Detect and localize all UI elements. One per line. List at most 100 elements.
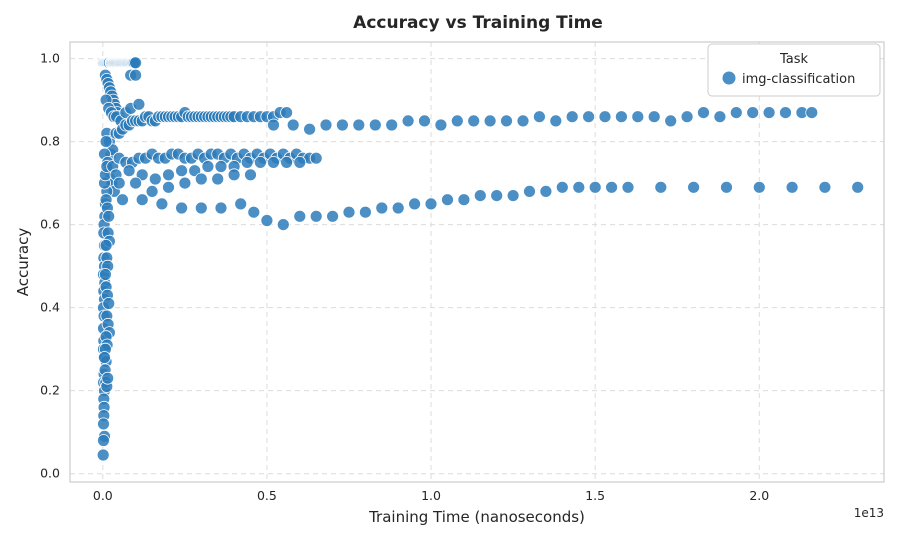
data-point [175,164,189,178]
data-point [135,193,149,207]
data-point [654,180,668,194]
data-point [408,197,422,211]
data-point [434,118,448,132]
y-tick-label: 0.6 [40,217,60,232]
y-tick-label: 0.2 [40,383,60,398]
data-point [214,160,228,173]
data-point [588,180,602,194]
data-point [155,197,169,211]
data-point [483,114,497,128]
data-point [276,218,290,232]
x-tick-label: 1.5 [585,488,605,503]
data-point [188,164,202,178]
data-point [605,180,618,194]
data-point [98,351,111,364]
data-point [214,201,228,215]
data-point [303,122,317,136]
data-point [247,205,261,219]
data-point [516,114,530,128]
data-point [194,201,208,215]
data-point [523,184,536,198]
legend: Task img-classification [707,43,881,97]
data-point [615,110,628,124]
grid-lines [70,42,884,482]
data-point [96,448,110,462]
data-point [267,118,280,132]
data-point [358,205,372,219]
data-point [253,155,267,169]
data-point [746,106,760,119]
data-point [506,189,520,203]
legend-box [707,43,881,97]
x-offset-label: 1e13 [854,506,884,520]
data-point [680,110,694,124]
data-point [122,164,136,178]
data-point [240,155,254,169]
data-point [762,106,776,119]
data-point [729,106,743,119]
data-point [145,184,159,198]
data-point [368,118,382,132]
data-point [565,110,579,124]
data-point [539,184,553,198]
y-tick-label: 0.4 [40,300,60,315]
data-point [720,180,733,194]
y-axis-label: Accuracy [14,228,32,297]
data-point [490,189,504,203]
data-point [851,180,865,194]
data-point [424,197,438,211]
data-point [752,180,766,194]
x-axis-label: Training Time (nanoseconds) [368,508,585,526]
x-tick-label: 2.0 [749,488,769,503]
data-point [549,114,563,128]
data-point [260,214,274,227]
data-point [227,168,241,182]
data-point [441,193,454,207]
y-tick-label: 0.8 [40,134,60,149]
x-tick-label: 1.0 [421,488,441,503]
data-point [352,118,366,132]
x-tick-label: 0.0 [93,488,113,503]
data-point [319,118,333,132]
data-point [132,97,146,111]
data-point [779,106,792,119]
data-point [162,180,175,194]
data-point [280,155,294,169]
data-point [99,238,113,252]
data-point [385,118,399,132]
data-point [267,155,280,169]
plot-frame [69,41,885,483]
legend-label: img-classification [742,72,855,87]
data-point [211,172,225,186]
data-point [664,114,678,128]
data-point [342,205,356,219]
data-point [293,209,307,223]
data-point [467,114,481,128]
data-point [391,201,405,215]
data-point [713,110,727,124]
data-point [135,168,149,182]
data-point [99,268,112,281]
data-point [401,114,415,128]
data-point [99,135,113,149]
data-point [102,209,116,223]
data-point [326,209,340,223]
data-point [201,160,215,173]
data-point [97,417,110,431]
data-point [818,180,832,194]
data-point [647,110,661,124]
data-point [97,434,110,447]
data-point [101,371,115,385]
data-point [112,176,126,190]
data-point [418,114,431,128]
data-point [309,209,323,223]
data-point [572,180,586,194]
data-point [621,180,635,194]
chart-title: Accuracy vs Training Time [353,13,603,33]
data-point [555,180,569,194]
legend-marker [722,71,736,85]
x-tick-labels: 0.0 0.5 1.0 1.5 2.0 [93,488,769,503]
data-point [697,106,710,119]
data-point [129,68,143,82]
